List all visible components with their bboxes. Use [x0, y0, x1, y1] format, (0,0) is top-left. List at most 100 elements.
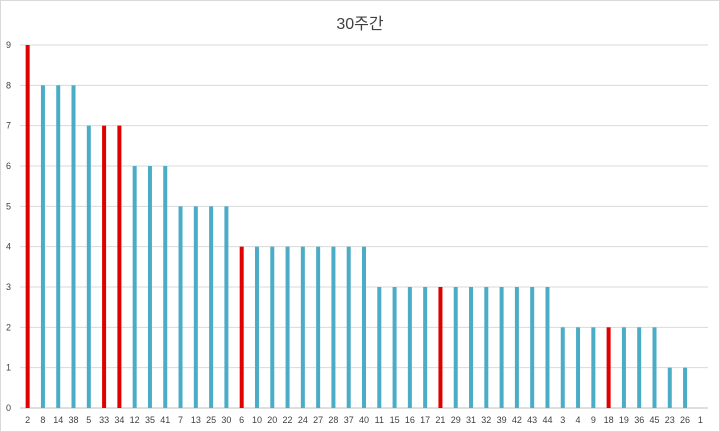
x-tick-label: 9 — [591, 415, 596, 425]
bar — [560, 327, 565, 408]
x-tick-label: 2 — [25, 415, 30, 425]
bar — [453, 287, 458, 408]
bar — [377, 287, 382, 408]
x-tick-label: 25 — [206, 415, 216, 425]
x-tick-label: 19 — [619, 415, 629, 425]
x-tick-label: 33 — [99, 415, 109, 425]
bar — [484, 287, 489, 408]
bar — [71, 85, 76, 408]
bar — [346, 246, 351, 408]
bar — [193, 206, 198, 408]
y-tick-label: 1 — [6, 363, 11, 373]
x-tick-label: 1 — [698, 415, 703, 425]
bar — [254, 246, 259, 408]
bar-highlighted — [25, 45, 30, 408]
bar — [86, 125, 91, 409]
x-tick-label: 20 — [267, 415, 277, 425]
bar — [392, 287, 397, 408]
x-tick-label: 8 — [40, 415, 45, 425]
y-tick-label: 2 — [6, 322, 11, 332]
bar — [576, 327, 581, 408]
x-tick-label: 44 — [542, 415, 552, 425]
x-tick-label: 38 — [69, 415, 79, 425]
bar — [469, 287, 474, 408]
bar — [56, 85, 61, 408]
bar-highlighted — [606, 327, 611, 408]
x-tick-label: 34 — [114, 415, 124, 425]
y-tick-label: 6 — [6, 161, 11, 171]
bar — [270, 246, 275, 408]
y-tick-label: 8 — [6, 80, 11, 90]
x-tick-label: 42 — [512, 415, 522, 425]
bar-highlighted — [117, 125, 122, 409]
x-tick-label: 4 — [576, 415, 581, 425]
x-tick-label: 45 — [649, 415, 659, 425]
bar — [163, 166, 168, 408]
x-tick-label: 11 — [375, 415, 384, 425]
x-tick-label: 3 — [560, 415, 565, 425]
y-tick-label: 5 — [6, 201, 11, 211]
x-tick-label: 21 — [435, 415, 445, 425]
bar — [331, 246, 336, 408]
bar — [530, 287, 535, 408]
x-tick-label: 43 — [527, 415, 537, 425]
x-tick-label: 40 — [359, 415, 369, 425]
bar — [514, 287, 519, 408]
x-tick-label: 32 — [481, 415, 491, 425]
bar — [224, 206, 229, 408]
x-tick-label: 13 — [191, 415, 201, 425]
x-tick-label: 30 — [221, 415, 231, 425]
x-tick-label: 27 — [313, 415, 323, 425]
x-tick-label: 37 — [344, 415, 354, 425]
bar — [316, 246, 321, 408]
x-tick-label: 6 — [239, 415, 244, 425]
bar-highlighted — [438, 287, 443, 408]
bar — [209, 206, 214, 408]
x-tick-label: 31 — [466, 415, 476, 425]
bar — [362, 246, 366, 408]
x-tick-label: 36 — [634, 415, 644, 425]
x-tick-label: 41 — [160, 415, 170, 425]
bar — [621, 327, 626, 408]
x-tick-label: 35 — [145, 415, 155, 425]
chart-title: 30주간 — [336, 16, 384, 33]
x-tick-label: 17 — [420, 415, 430, 425]
x-tick-label: 15 — [390, 415, 400, 425]
y-tick-label: 0 — [6, 403, 11, 413]
x-tick-label: 10 — [252, 415, 262, 425]
bar — [652, 327, 657, 408]
y-tick-label: 9 — [6, 40, 11, 50]
bar — [591, 327, 596, 408]
x-tick-label: 39 — [497, 415, 507, 425]
bar-highlighted — [239, 246, 244, 408]
bar — [40, 85, 45, 408]
bar — [300, 246, 305, 408]
bar — [545, 287, 550, 408]
y-tick-label: 7 — [6, 121, 11, 131]
bar — [285, 246, 290, 408]
x-tick-label: 26 — [680, 415, 690, 425]
x-tick-label: 14 — [53, 415, 63, 425]
x-tick-label: 23 — [665, 415, 675, 425]
x-tick-label: 24 — [298, 415, 308, 425]
x-tick-label: 18 — [604, 415, 614, 425]
y-tick-label: 4 — [6, 242, 11, 252]
bar — [683, 367, 688, 408]
x-tick-label: 28 — [328, 415, 338, 425]
bar — [147, 166, 152, 408]
y-tick-label: 3 — [6, 282, 11, 292]
x-tick-label: 7 — [178, 415, 183, 425]
x-tick-label: 5 — [86, 415, 91, 425]
x-tick-label: 16 — [405, 415, 415, 425]
bar — [407, 287, 412, 408]
x-tick-label: 29 — [451, 415, 461, 425]
x-tick-label: 22 — [283, 415, 293, 425]
bar — [637, 327, 642, 408]
bar — [667, 367, 672, 408]
bar — [132, 166, 137, 408]
bar — [178, 206, 183, 408]
bar — [499, 287, 504, 408]
x-tick-label: 12 — [130, 415, 140, 425]
bar-highlighted — [102, 125, 107, 409]
